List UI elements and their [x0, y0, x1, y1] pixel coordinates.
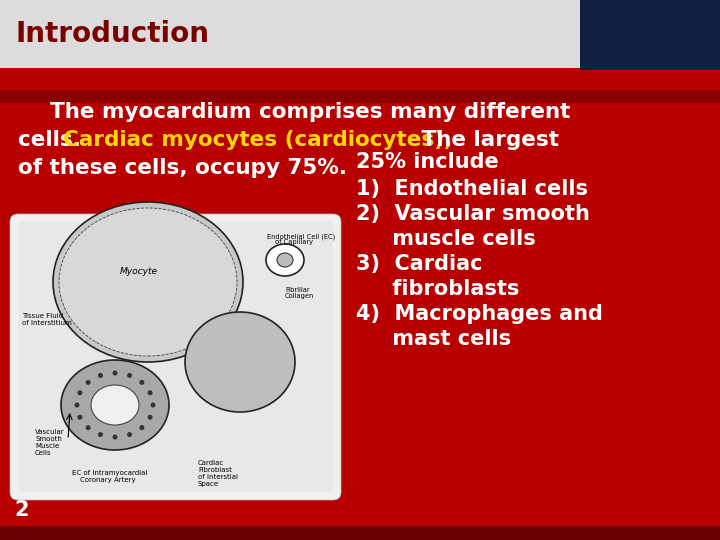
Text: of Capillary: of Capillary — [275, 239, 313, 245]
Text: Coronary Artery: Coronary Artery — [80, 477, 135, 483]
Bar — [0, 526, 720, 540]
Circle shape — [98, 373, 103, 378]
Text: 1)  Endothelial cells: 1) Endothelial cells — [356, 179, 588, 199]
Circle shape — [148, 390, 153, 395]
Text: Collagen: Collagen — [285, 293, 314, 299]
Circle shape — [140, 380, 145, 385]
Text: Cardiac: Cardiac — [198, 460, 224, 466]
Text: Introduction: Introduction — [16, 20, 210, 48]
Ellipse shape — [277, 253, 293, 267]
Text: EC of Intramyocardial: EC of Intramyocardial — [72, 470, 148, 476]
Text: 2: 2 — [14, 500, 29, 520]
Text: 2)  Vascular smooth: 2) Vascular smooth — [356, 204, 590, 224]
Circle shape — [140, 425, 145, 430]
Ellipse shape — [61, 360, 169, 450]
Bar — [0, 0, 720, 68]
Ellipse shape — [185, 312, 295, 412]
Circle shape — [86, 425, 91, 430]
Text: Cells: Cells — [35, 450, 52, 456]
Circle shape — [148, 415, 153, 420]
Text: of Interstitium: of Interstitium — [22, 320, 72, 326]
Ellipse shape — [91, 385, 139, 425]
Ellipse shape — [53, 202, 243, 362]
Text: 3)  Cardiac: 3) Cardiac — [356, 254, 482, 274]
Polygon shape — [0, 68, 260, 90]
Text: 25% include: 25% include — [356, 152, 499, 172]
Text: muscle cells: muscle cells — [356, 229, 536, 249]
Circle shape — [150, 402, 156, 408]
Text: Myocyte: Myocyte — [120, 267, 158, 276]
Ellipse shape — [59, 208, 237, 356]
Circle shape — [127, 432, 132, 437]
Circle shape — [77, 390, 82, 395]
Circle shape — [98, 432, 103, 437]
Text: Tissue Fluid: Tissue Fluid — [22, 313, 63, 319]
Circle shape — [86, 380, 91, 385]
Bar — [580, 0, 720, 70]
Text: Space: Space — [198, 481, 219, 487]
Text: fibroblasts: fibroblasts — [356, 279, 519, 299]
Text: 4)  Macrophages and: 4) Macrophages and — [356, 304, 603, 324]
Polygon shape — [0, 90, 720, 103]
Circle shape — [127, 373, 132, 378]
Ellipse shape — [266, 244, 304, 276]
Text: cells.: cells. — [18, 130, 89, 150]
Text: of these cells, occupy 75%.: of these cells, occupy 75%. — [18, 158, 347, 178]
Text: Endothelial Cell (EC): Endothelial Cell (EC) — [267, 233, 336, 240]
Text: Muscle: Muscle — [35, 443, 59, 449]
Circle shape — [74, 402, 79, 408]
Text: Cardiac myocytes (cardiocytes),: Cardiac myocytes (cardiocytes), — [63, 130, 452, 150]
Text: The myocardium comprises many different: The myocardium comprises many different — [50, 102, 570, 122]
FancyBboxPatch shape — [10, 214, 341, 500]
Text: of Interstial: of Interstial — [198, 474, 238, 480]
Text: Fibroblast: Fibroblast — [198, 467, 232, 473]
Circle shape — [112, 435, 117, 440]
FancyBboxPatch shape — [18, 222, 333, 492]
Text: mast cells: mast cells — [356, 329, 511, 349]
Text: Smooth: Smooth — [35, 436, 62, 442]
Circle shape — [77, 415, 82, 420]
Text: Fibrillar: Fibrillar — [285, 287, 310, 293]
Text: The largest: The largest — [414, 130, 559, 150]
Text: Vascular: Vascular — [35, 429, 65, 435]
Circle shape — [112, 370, 117, 375]
